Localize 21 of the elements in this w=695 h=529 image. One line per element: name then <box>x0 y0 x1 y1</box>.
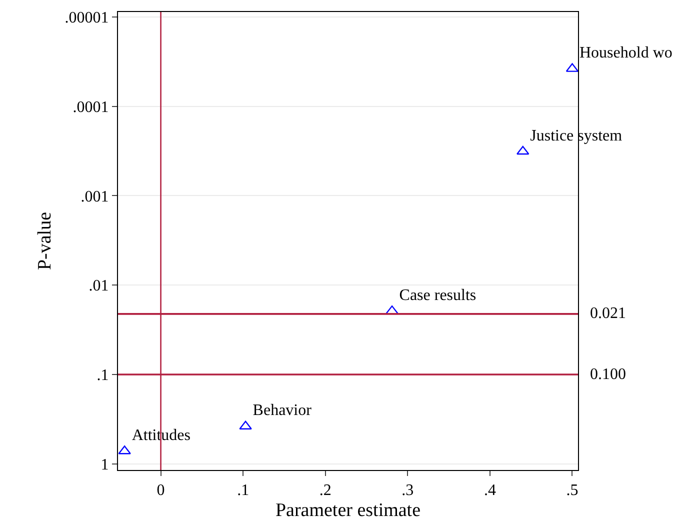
x-tick-label: .1 <box>237 482 250 500</box>
y-tick-label: .1 <box>96 367 109 384</box>
x-tick-label: .3 <box>402 482 414 500</box>
x-tick-label: .2 <box>319 482 332 500</box>
point <box>516 146 530 155</box>
x-tick-label: .5 <box>566 482 578 500</box>
x-tick-label: 0 <box>156 482 165 500</box>
series-label: Household wo <box>579 44 672 62</box>
y-tick-label: .001 <box>80 188 109 206</box>
x-tick-label: .4 <box>484 482 496 500</box>
x-axis-title: Parameter estimate <box>275 500 421 521</box>
series-label: Case results <box>399 286 476 304</box>
series-label: Justice system <box>530 127 623 144</box>
y-axis-title: P-value <box>34 212 56 270</box>
y-tick-label: 1 <box>100 456 109 474</box>
ref-line-label: 0.100 <box>590 366 626 383</box>
ref-line-label: 0.021 <box>590 305 626 322</box>
series-label: Behavior <box>252 402 312 420</box>
y-tick-label: .01 <box>88 278 109 295</box>
y-tick-label: .00001 <box>64 10 109 27</box>
y-tick-label: .0001 <box>72 98 109 116</box>
